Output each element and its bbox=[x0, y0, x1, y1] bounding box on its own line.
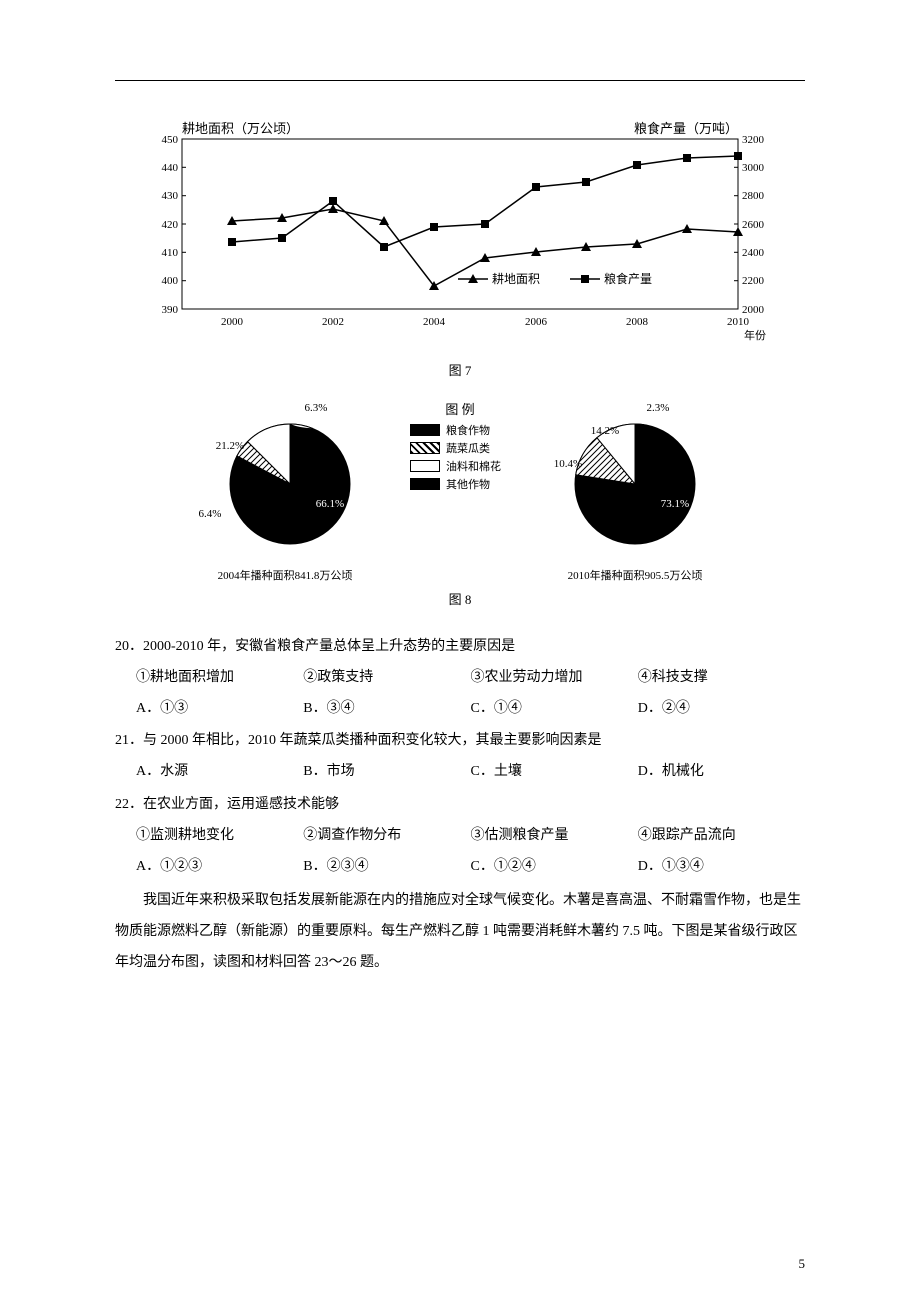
series-grain bbox=[232, 156, 738, 247]
questions-block: 20．2000-2010 年，安徽省粮食产量总体呈上升态势的主要原因是 ①耕地面… bbox=[115, 632, 805, 979]
svg-text:2400: 2400 bbox=[742, 247, 765, 259]
q22-opt-c: C．①②④ bbox=[471, 852, 638, 883]
q20-opt-a: A．①③ bbox=[136, 694, 303, 725]
pie-2010: 2.3% 14.2% 10.4% 73.1% 2010年播种面积905.5万公顷 bbox=[540, 399, 730, 583]
q22-item: ④跟踪产品流向 bbox=[638, 821, 805, 852]
legend-label: 粮食作物 bbox=[446, 422, 490, 438]
q22-item: ①监测耕地变化 bbox=[136, 821, 303, 852]
svg-text:390: 390 bbox=[162, 304, 179, 316]
svg-text:2000: 2000 bbox=[742, 304, 765, 316]
svg-text:3200: 3200 bbox=[742, 134, 765, 146]
svg-text:2002: 2002 bbox=[322, 316, 344, 328]
svg-text:3000: 3000 bbox=[742, 162, 765, 174]
q22-item: ③估测粮食产量 bbox=[471, 821, 638, 852]
q22-opt-b: B．②③④ bbox=[303, 852, 470, 883]
svg-text:2010: 2010 bbox=[727, 316, 750, 328]
legend-label: 油料和棉花 bbox=[446, 458, 501, 474]
passage-23-26: 我国近年来积极采取包括发展新能源在内的措施应对全球气候变化。木薯是喜高温、不耐霜… bbox=[115, 886, 805, 978]
q20-item: ④科技支撑 bbox=[638, 663, 805, 694]
svg-text:年份: 年份 bbox=[744, 328, 766, 342]
q21-opt-a: A．水源 bbox=[136, 757, 303, 788]
figure8-label: 图 8 bbox=[115, 589, 805, 608]
series-land-markers bbox=[227, 204, 743, 290]
q21-opt-c: C．土壤 bbox=[471, 757, 638, 788]
figure7-legend: 耕地面积 粮食产量 bbox=[458, 271, 652, 286]
q22-items: ①监测耕地变化 ②调查作物分布 ③估测粮食产量 ④跟踪产品流向 bbox=[115, 821, 805, 852]
legend-row: 蔬菜瓜类 bbox=[410, 440, 510, 456]
pie-2004-caption: 2004年播种面积841.8万公顷 bbox=[190, 567, 380, 583]
pie-2004: 6.3% 21.2% 6.4% 66.1% 2004年播种面积841.8万公顷 bbox=[190, 399, 380, 583]
svg-text:14.2%: 14.2% bbox=[591, 425, 619, 437]
figure7-label: 图 7 bbox=[150, 360, 770, 379]
svg-text:66.1%: 66.1% bbox=[316, 498, 344, 510]
svg-text:2000: 2000 bbox=[221, 316, 244, 328]
q22-opt-d: D．①③④ bbox=[638, 852, 805, 883]
q21-stem: 21．与 2000 年相比，2010 年蔬菜瓜类播种面积变化较大，其最主要影响因… bbox=[115, 726, 805, 757]
q20-opt-d: D．②④ bbox=[638, 694, 805, 725]
svg-text:450: 450 bbox=[162, 134, 179, 146]
legend-row: 其他作物 bbox=[410, 476, 510, 492]
legend-row: 油料和棉花 bbox=[410, 458, 510, 474]
page: 耕地面积（万公顷） 粮食产量（万吨） 390 400 410 420 430 4… bbox=[0, 0, 920, 1302]
svg-text:耕地面积: 耕地面积 bbox=[492, 271, 540, 286]
svg-text:10.4%: 10.4% bbox=[554, 458, 582, 470]
svg-text:粮食产量: 粮食产量 bbox=[604, 271, 652, 286]
svg-text:420: 420 bbox=[162, 219, 179, 231]
q22-opt-a: A．①②③ bbox=[136, 852, 303, 883]
pie-2010-caption: 2010年播种面积905.5万公顷 bbox=[540, 567, 730, 583]
charts-area: 耕地面积（万公顷） 粮食产量（万吨） 390 400 410 420 430 4… bbox=[115, 121, 805, 608]
svg-text:73.1%: 73.1% bbox=[661, 498, 689, 510]
right-yticks: 2000 2200 2400 2600 2800 3000 3200 bbox=[734, 134, 765, 316]
svg-text:400: 400 bbox=[162, 275, 179, 287]
q20-item: ①耕地面积增加 bbox=[136, 663, 303, 694]
svg-text:2.3%: 2.3% bbox=[647, 402, 670, 414]
q20-item: ②政策支持 bbox=[303, 663, 470, 694]
svg-text:2006: 2006 bbox=[525, 316, 548, 328]
svg-text:2008: 2008 bbox=[626, 316, 649, 328]
q20-item: ③农业劳动力增加 bbox=[471, 663, 638, 694]
q22-stem: 22．在农业方面，运用遥感技术能够 bbox=[115, 790, 805, 821]
q21-opt-b: B．市场 bbox=[303, 757, 470, 788]
svg-text:410: 410 bbox=[162, 247, 179, 259]
svg-text:2200: 2200 bbox=[742, 275, 765, 287]
q21-opt-d: D．机械化 bbox=[638, 757, 805, 788]
q20-options: A．①③ B．③④ C．①④ D．②④ bbox=[115, 694, 805, 725]
left-axis-title: 耕地面积（万公顷） bbox=[182, 121, 299, 136]
x-ticks: 2000 2002 2004 2006 2008 2010 年份 bbox=[221, 316, 766, 342]
header-rule bbox=[115, 80, 805, 81]
figure7-svg: 耕地面积（万公顷） 粮食产量（万吨） 390 400 410 420 430 4… bbox=[150, 121, 770, 351]
figure7-line-chart: 耕地面积（万公顷） 粮食产量（万吨） 390 400 410 420 430 4… bbox=[150, 121, 770, 379]
svg-text:430: 430 bbox=[162, 190, 179, 202]
right-axis-title: 粮食产量（万吨） bbox=[634, 121, 738, 136]
svg-text:440: 440 bbox=[162, 162, 179, 174]
q20-opt-b: B．③④ bbox=[303, 694, 470, 725]
figure8-pie-pair: 6.3% 21.2% 6.4% 66.1% 2004年播种面积841.8万公顷 … bbox=[115, 399, 805, 583]
svg-text:2004: 2004 bbox=[423, 316, 446, 328]
q21-options: A．水源 B．市场 C．土壤 D．机械化 bbox=[115, 757, 805, 788]
svg-text:6.4%: 6.4% bbox=[199, 508, 222, 520]
legend-row: 粮食作物 bbox=[410, 422, 510, 438]
svg-text:2800: 2800 bbox=[742, 190, 765, 202]
q20-opt-c: C．①④ bbox=[471, 694, 638, 725]
figure8-legend: 图 例 粮食作物 蔬菜瓜类 油料和棉花 其他作物 bbox=[410, 399, 510, 494]
svg-text:6.3%: 6.3% bbox=[305, 402, 328, 414]
q20-stem: 20．2000-2010 年，安徽省粮食产量总体呈上升态势的主要原因是 bbox=[115, 632, 805, 663]
legend-label: 其他作物 bbox=[446, 476, 490, 492]
svg-text:21.2%: 21.2% bbox=[216, 440, 244, 452]
q22-item: ②调查作物分布 bbox=[303, 821, 470, 852]
q22-options: A．①②③ B．②③④ C．①②④ D．①③④ bbox=[115, 852, 805, 883]
svg-text:2600: 2600 bbox=[742, 219, 765, 231]
legend-label: 蔬菜瓜类 bbox=[446, 440, 490, 456]
legend-title: 图 例 bbox=[410, 399, 510, 418]
q20-items: ①耕地面积增加 ②政策支持 ③农业劳动力增加 ④科技支撑 bbox=[115, 663, 805, 694]
page-number: 5 bbox=[799, 1256, 806, 1272]
